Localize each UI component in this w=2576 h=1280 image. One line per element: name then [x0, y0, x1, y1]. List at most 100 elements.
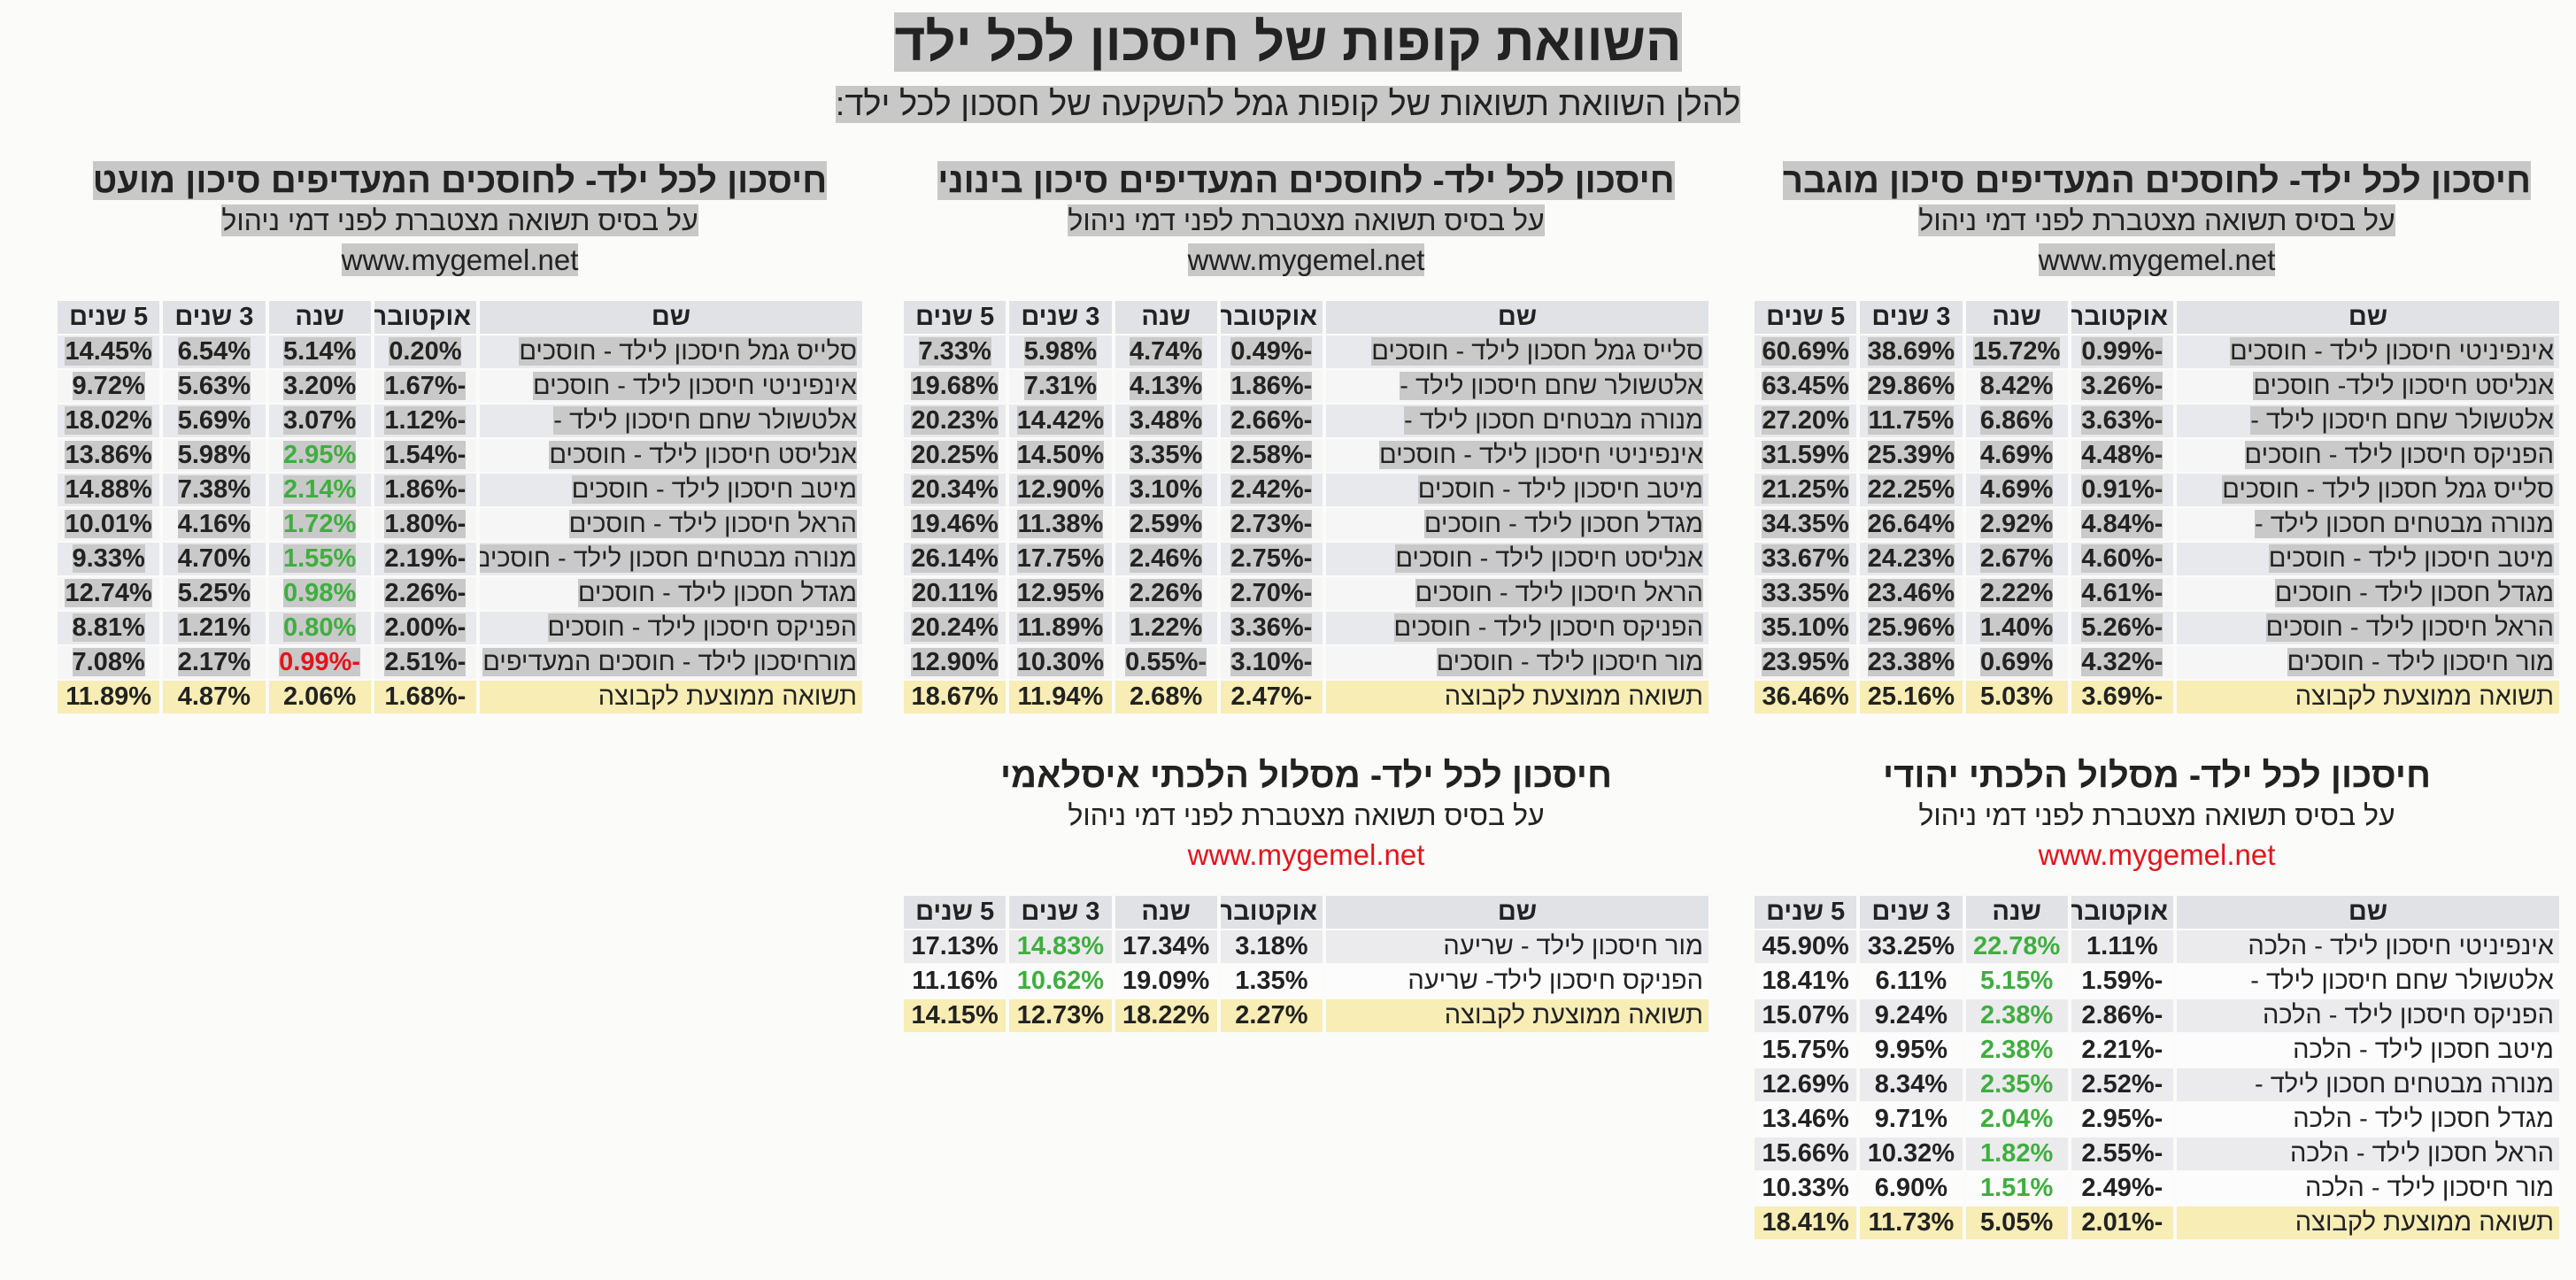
cell-text: -0.55% [1125, 648, 1207, 676]
fund-name: אינפיניטי חיסכון לילד - חוסכים [2177, 335, 2559, 368]
data-row: אינפיניטי חיסכון לילד - חוסכים -0.99% 15.7… [1755, 335, 2559, 368]
return-cell: 1.11% [2071, 930, 2173, 963]
return-cell: -1.86% [1220, 370, 1323, 403]
cell-text: 10.33% [1762, 1174, 1849, 1202]
fund-name: מגדל חסכון לילד - חוסכים [1326, 508, 1708, 541]
return-cell: 9.72% [58, 370, 160, 403]
section-title: חיסכון לכל ילד- לחוסכים המעדיפים סיכון מ… [54, 159, 866, 202]
fund-name: מנורה מבטחים חסכון לילד - חוסכים [480, 543, 862, 575]
cell-text: -2.55% [2081, 1139, 2163, 1168]
fund-name: מור חיסכון לילד - חוסכים [1326, 646, 1708, 679]
cell-text: 12.95% [1016, 579, 1105, 607]
cell-text: 3.18% [1235, 932, 1308, 960]
return-cell: 1.72% [268, 508, 371, 541]
section-note-text: על בסיס תשואה מצטברת לפני דמי ניהול [1918, 204, 2395, 236]
cell-text: -2.00% [384, 613, 467, 642]
cell-text: -5.26% [2081, 613, 2163, 642]
section-title: חיסכון לכל ילד- לחוסכים המעדיפים סיכון מ… [1751, 159, 2563, 202]
return-cell: -2.51% [374, 646, 476, 679]
cell-text: 25.39% [1867, 441, 1955, 469]
cell-text: מגדל חסכון לילד - חוסכים [2274, 579, 2554, 607]
return-cell: -3.26% [2071, 370, 2173, 403]
return-cell: -2.58% [1220, 439, 1323, 472]
cell-text: -1.80% [384, 510, 467, 538]
cell-text: -2.21% [2081, 1036, 2163, 1064]
column-header: אוקטובר [1220, 301, 1323, 334]
return-cell: 3.07% [268, 405, 371, 437]
cell-text: 31.59% [1762, 441, 1849, 469]
cell-text: 0.80% [283, 613, 357, 642]
return-cell: -1.80% [374, 508, 476, 541]
cell-text: -1.59% [2081, 967, 2163, 995]
return-cell: -3.36% [1220, 612, 1323, 644]
cell-text: 11.89% [66, 682, 151, 711]
return-cell: 18.02% [58, 405, 160, 437]
cell-text: 5.15% [1980, 967, 2054, 995]
return-cell: 8.42% [1965, 370, 2068, 403]
cell-text: -3.26% [2081, 372, 2163, 400]
fund-name: אלטשולר שחם חיסכון לילד - [2177, 965, 2559, 998]
cell-text: 5.98% [177, 441, 251, 469]
section-site: www.mygemel.net [900, 243, 1712, 278]
cell-text: 14.42% [1016, 406, 1105, 435]
data-row: תשואה ממוצעת לקבוצה 2.27% 18.22% 12.73% 14.1… [904, 999, 1708, 1032]
cell-text: -4.32% [2081, 648, 2163, 676]
return-cell: 0.98% [268, 577, 371, 610]
fund-name: מגדל חסכון לילד - הלכה [2177, 1103, 2559, 1136]
cell-text: -1.86% [1230, 372, 1313, 400]
cell-text: סלייס גמל חיסכון לילד - חוסכים [519, 337, 857, 366]
fund-name: מורחיסכון לילד - חוסכים המעדיפים [480, 646, 862, 679]
cell-text: 8.34% [1874, 1070, 1947, 1099]
data-row: מיטב חיסכון לילד - חוסכים -1.86% 2.14% 7.38… [58, 474, 862, 506]
data-row: אלטשולר שחם חיסכון לילד - -1.12% 3.07% 5.69… [58, 405, 862, 437]
section-note: על בסיס תשואה מצטברת לפני דמי ניהול [54, 204, 866, 237]
cell-text: 22.25% [1867, 475, 1955, 504]
cell-text: 20.11% [912, 579, 998, 607]
return-cell: 10.01% [58, 508, 160, 541]
return-cell: -2.86% [2071, 999, 2173, 1032]
column-header: אוקטובר [374, 301, 476, 334]
cell-text: 9.33% [72, 544, 145, 573]
cell-text: 2.38% [1980, 1036, 2054, 1064]
return-cell: -3.63% [2071, 405, 2173, 437]
return-cell: 17.13% [904, 930, 1006, 963]
cell-text: 14.45% [65, 337, 152, 366]
return-cell: 5.98% [163, 439, 266, 472]
return-cell: 4.16% [163, 508, 266, 541]
cell-text: 15.75% [1762, 1036, 1849, 1064]
cell-text: 33.25% [1867, 932, 1955, 960]
cell-text: 2.67% [1980, 544, 2054, 573]
return-cell: 25.16% [1860, 681, 1963, 713]
cell-text: 1.82% [1980, 1139, 2054, 1168]
data-row: תשואה ממוצעת לקבוצה -2.47% 2.68% 11.94% 18.6… [904, 681, 1708, 713]
cell-text: 0.69% [1980, 648, 2054, 676]
cell-text: -1.86% [384, 475, 467, 504]
data-row: מור חיסכון לילד - הלכה -2.49% 1.51% 6.90% 10… [1755, 1172, 2559, 1205]
cell-text: 23.38% [1867, 648, 1955, 676]
cell-text: 7.33% [918, 337, 991, 366]
cell-text: סלייס גמל חסכון לילד - חוסכים [1371, 337, 1703, 366]
cell-text: 3.20% [283, 372, 357, 400]
return-cell: 15.07% [1755, 999, 1857, 1032]
column-header: אוקטובר [2071, 301, 2173, 334]
fund-name: תשואה ממוצעת לקבוצה [2177, 1207, 2559, 1239]
return-cell: -1.59% [2071, 965, 2173, 998]
cell-text: 6.54% [177, 337, 251, 366]
return-cell: 10.33% [1755, 1172, 1857, 1205]
fund-name: תשואה ממוצעת לקבוצה [1326, 999, 1708, 1032]
return-cell: 20.11% [904, 577, 1006, 610]
cell-text: הראל חיסכון לילד - חוסכים [1415, 579, 1703, 607]
section-site-text: www.mygemel.net [2038, 243, 2276, 276]
header-row: שם אוקטובר שנה 3 שנים 5 שנים [904, 301, 1708, 334]
return-cell: 6.11% [1860, 965, 1963, 998]
fund-name: אינפיניטי חיסכון לילד - חוסכים [480, 370, 862, 403]
cell-text: הראל חסכון לילד - הלכה [2290, 1139, 2554, 1168]
cell-text: 12.90% [911, 648, 999, 676]
cell-text: אנליסט חיסכון לילד - חוסכים [549, 441, 857, 469]
cell-text: אנליסט חיסכון לילד- חוסכים [2253, 372, 2554, 400]
cell-text: 22.78% [1972, 932, 2061, 960]
cell-text: 20.23% [911, 406, 999, 435]
fund-name: הפניקס חיסכון לילד - הלכה [2177, 999, 2559, 1032]
column-header: 3 שנים [1009, 896, 1112, 929]
return-cell: -1.86% [374, 474, 476, 506]
